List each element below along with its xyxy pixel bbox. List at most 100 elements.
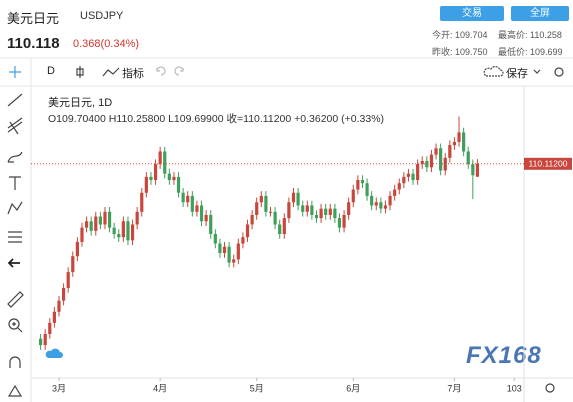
candle-body (379, 202, 383, 209)
candle-body (43, 333, 47, 346)
magnet-tool[interactable] (9, 356, 21, 368)
candle-body (153, 164, 158, 181)
x-tick-label: 5月 (250, 383, 264, 393)
indicator-icon (102, 67, 120, 77)
candle-body (471, 164, 475, 176)
candle-body (241, 237, 245, 244)
price-label: 110.11200 (529, 159, 568, 169)
candle-body (301, 205, 305, 212)
candle-body (172, 176, 176, 181)
legend-open: O109.70400 (48, 113, 106, 125)
indicators[interactable]: 指标 (122, 68, 144, 80)
candle-body (250, 214, 254, 225)
candle-body (52, 311, 56, 323)
candle-body (324, 208, 328, 215)
candle-body (434, 148, 438, 155)
fullscreen-button[interactable]: 全屏 (511, 6, 569, 21)
candle-body (176, 176, 181, 193)
cloud-badge (45, 348, 63, 358)
candle-body (140, 192, 144, 212)
crosshair-tool[interactable] (9, 66, 21, 78)
interval[interactable]: D (47, 65, 55, 77)
candle-body (439, 148, 443, 171)
x-tick-label: 7月 (447, 383, 461, 393)
candle-body (121, 221, 125, 238)
candle-body (84, 221, 89, 228)
candle-body (103, 211, 107, 225)
candle-body (374, 202, 378, 206)
candle-body (190, 195, 194, 212)
text-tool[interactable] (9, 176, 21, 190)
side-toolbar (7, 66, 564, 397)
legend-high: H110.25800 (108, 113, 166, 125)
candle-body (245, 224, 250, 238)
candle-body (75, 241, 79, 257)
stat-label: 最高价: (498, 30, 528, 40)
candle-body (462, 132, 466, 152)
candle-body (452, 141, 457, 146)
legend-ohlc: O109.70400 H110.25800 L109.69900 收=110.1… (48, 111, 384, 126)
candle-body (319, 208, 323, 219)
candle-body (425, 161, 429, 168)
candle-body (291, 192, 296, 203)
candle-body (328, 208, 332, 215)
candle-body (397, 183, 401, 190)
candle-body (448, 145, 452, 158)
pattern-tool[interactable] (7, 201, 23, 215)
candle-body (232, 259, 236, 263)
candle-body (305, 205, 309, 212)
brush-tool[interactable] (7, 151, 23, 163)
candle-body (420, 161, 424, 165)
zoom-tool[interactable] (8, 318, 20, 330)
dropdown[interactable] (533, 69, 541, 74)
candle-body (278, 224, 282, 234)
ruler-tool[interactable] (7, 291, 24, 308)
change: 0.368(0.34%) (73, 38, 140, 50)
candle-body (199, 205, 204, 222)
candle-body (204, 214, 208, 222)
candle-body (310, 205, 314, 215)
candle-body (268, 211, 273, 213)
x-tick-label: 3月 (52, 383, 66, 393)
chart-settings[interactable] (545, 383, 555, 393)
candle-body (61, 287, 66, 301)
candle-body (370, 195, 374, 206)
candle-body (144, 176, 148, 193)
stat-label: 最低价: (498, 47, 528, 57)
candle-body (66, 272, 70, 288)
x-tick-label: 6月 (346, 383, 360, 393)
candle-body (475, 163, 480, 177)
candle-body (429, 154, 434, 168)
candle-body (117, 234, 121, 238)
settings[interactable] (554, 67, 564, 77)
trade-button[interactable]: 交易 (440, 6, 504, 21)
candle-body (416, 164, 420, 181)
candle-body (57, 300, 61, 312)
stat-label: 昨收: (432, 47, 453, 57)
candle-body (411, 173, 415, 181)
candle-body (351, 189, 355, 203)
legend-change: +0.36200 (+0.33%) (294, 113, 385, 125)
candle-body (181, 192, 185, 203)
candle-body (112, 227, 116, 234)
candle-body (236, 243, 240, 260)
save[interactable]: 保存 (506, 68, 528, 80)
line-tool[interactable] (7, 93, 23, 107)
candle-body (71, 256, 75, 273)
measure-tool[interactable] (8, 231, 22, 243)
x-tick-label: 103 (507, 383, 522, 393)
legend-low: L109.69900 (168, 113, 224, 125)
candle-body (347, 202, 351, 215)
plot (38, 116, 480, 350)
candle-body (126, 221, 130, 241)
candle-body (466, 151, 470, 165)
candle-body (282, 218, 286, 234)
back-tool[interactable] (7, 258, 20, 268)
lock-tool[interactable] (7, 384, 23, 397)
candle-body (337, 218, 342, 228)
fib-tool[interactable] (7, 117, 23, 135)
undo-redo[interactable] (156, 66, 184, 76)
candle-icon (76, 66, 84, 78)
